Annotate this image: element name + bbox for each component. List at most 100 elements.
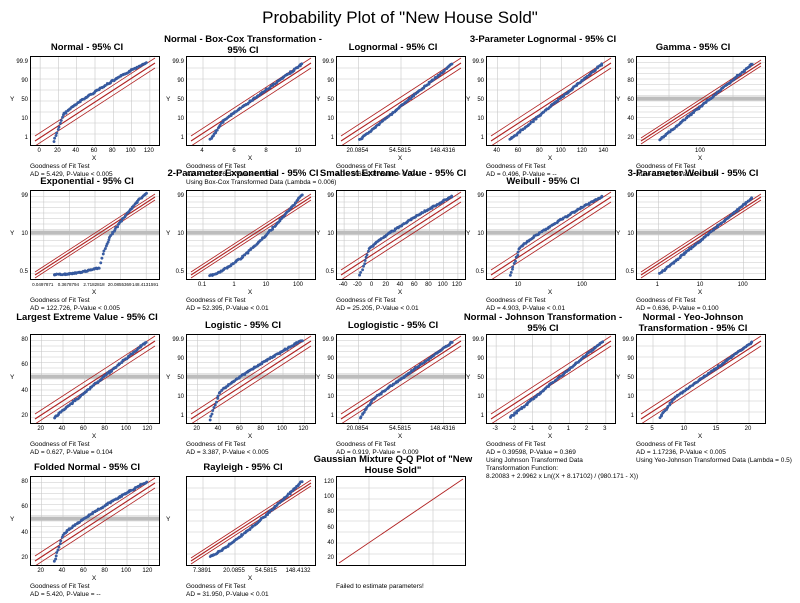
data-point xyxy=(58,542,62,546)
x-tick-label: 120 xyxy=(451,282,462,288)
x-axis-label: X xyxy=(247,575,253,582)
y-tick-label: 10 xyxy=(177,116,184,122)
data-point xyxy=(210,412,214,416)
probability-plot-panel: Normal - Box-Cox Transformation - 95% CI… xyxy=(164,34,336,186)
plot-area xyxy=(486,334,616,424)
ci-line xyxy=(34,199,156,279)
y-tick-label: 80 xyxy=(21,479,28,485)
y-tick-label: 10 xyxy=(477,116,484,122)
gof-line: AD = 3.387, P-Value < 0.005 xyxy=(186,449,269,456)
panel-title: Gaussian Mixture Q-Q Plot of "New House … xyxy=(313,454,473,476)
data-point xyxy=(96,380,100,384)
gof-line: Goodness of Fit Test xyxy=(336,163,396,170)
x-tick-label: 0.0497871 xyxy=(32,282,54,287)
ci-line xyxy=(340,191,462,271)
fit-line xyxy=(640,196,762,276)
panel-title: Normal - Yeo-Johnson Transformation - 95… xyxy=(638,312,748,334)
y-axis-label: Y xyxy=(166,374,171,381)
gof-line: AD = 5.429, P-Value < 0.005 xyxy=(30,171,113,178)
plot-area xyxy=(486,190,616,280)
gof-line: Goodness of Fit Test xyxy=(186,583,246,590)
ci-line xyxy=(490,57,612,137)
grid-band xyxy=(337,374,465,379)
data-point xyxy=(215,400,218,404)
ci-line xyxy=(190,335,312,415)
x-tick-label: 20.0854 xyxy=(346,148,369,154)
gof-line: Goodness of Fit Test xyxy=(486,441,546,448)
y-tick-label: 10 xyxy=(177,231,184,237)
plot-area xyxy=(186,56,316,146)
panel-title: Loglogistic - 95% CI xyxy=(347,320,439,331)
ci-line xyxy=(191,67,312,145)
data-point xyxy=(442,68,446,72)
x-axis-label: X xyxy=(547,155,553,162)
y-axis-label: Y xyxy=(10,374,15,381)
y-tick-label: 60 xyxy=(327,524,334,531)
plot-area xyxy=(636,334,766,424)
y-axis-label: Y xyxy=(10,516,15,523)
x-tick-label: 20 xyxy=(54,148,61,154)
fit-line xyxy=(34,482,156,562)
data-point xyxy=(114,365,118,369)
y-tick-label: 50 xyxy=(477,375,484,381)
gof-line: Goodness of Fit Test xyxy=(186,441,246,448)
y-axis-label: Y xyxy=(316,374,321,381)
x-tick-label: 100 xyxy=(125,148,136,154)
fit-line xyxy=(34,196,156,276)
plot-svg xyxy=(487,335,615,423)
goodness-of-fit-text: Failed to estimate parameters! xyxy=(336,583,424,591)
y-tick-label: 90 xyxy=(627,356,634,362)
probability-plot-panel: Normal - 95% CI 99.9 90 50 10 1 Y 0 20 40 60 80 100 1… xyxy=(10,38,162,178)
probability-plot-panel: Logistic - 95% CI 99.9 90 50 10 1 Y 20 40 60 80 100… xyxy=(166,316,318,456)
gof-line: Goodness of Fit Test xyxy=(636,441,696,448)
goodness-of-fit-text: Goodness of Fit Test AD = 122.726, P-Valu… xyxy=(30,297,120,313)
x-tick-label: 120 xyxy=(576,148,587,154)
ci-line xyxy=(191,345,312,423)
x-tick-label: 54.5815 xyxy=(255,568,277,574)
data-point xyxy=(450,340,454,344)
y-tick-label: 1 xyxy=(330,413,334,419)
y-tick-label: 60 xyxy=(21,362,28,369)
y-axis-label: Y xyxy=(316,230,321,237)
ci-line xyxy=(641,345,762,423)
x-tick-label: 100 xyxy=(120,568,131,574)
x-tick-label: 80 xyxy=(257,426,264,432)
y-tick-label: 1 xyxy=(480,135,484,141)
probability-plot-panel: Normal - Johnson Transformation - 95% CI… xyxy=(464,312,638,480)
data-point xyxy=(208,418,212,422)
data-point xyxy=(514,255,518,259)
x-tick-label: -40 xyxy=(338,282,348,288)
fit-line xyxy=(190,340,312,420)
gof-line: Transformation Function: xyxy=(486,465,559,472)
x-tick-label: 3 xyxy=(603,426,607,432)
ci-line xyxy=(190,199,312,279)
data-point xyxy=(366,249,370,253)
gof-line: AD = 0.496, P-Value = -- xyxy=(486,171,557,178)
gof-line: AD = 0.919, P-Value = 0.009 xyxy=(336,449,419,456)
x-tick-label: 80 xyxy=(425,282,432,288)
data-point xyxy=(55,551,59,554)
fit-line xyxy=(490,196,612,276)
fit-line xyxy=(340,62,462,142)
data-point xyxy=(392,382,396,386)
plot-area xyxy=(186,190,316,280)
gof-line: AD = 0.543, P-Value = 0.184 xyxy=(636,171,719,178)
x-tick-label: 5 xyxy=(650,426,654,432)
data-point xyxy=(300,62,304,66)
x-tick-label: 40 xyxy=(493,148,500,154)
data-point xyxy=(364,255,368,259)
x-axis-label: X xyxy=(547,433,553,440)
x-tick-label: 140 xyxy=(598,148,609,154)
gof-line: AD = 1.17236, P-Value < 0.005 xyxy=(636,449,726,456)
x-axis-label: X xyxy=(91,433,97,440)
x-tick-label: -1 xyxy=(529,426,535,432)
ci-line xyxy=(34,477,156,557)
y-axis-label: Y xyxy=(616,96,621,103)
fit-line xyxy=(190,482,312,562)
y-tick-label: 20 xyxy=(21,413,28,419)
y-tick-label: 1 xyxy=(180,413,184,419)
y-tick-label: 99.9 xyxy=(472,337,484,343)
probability-plot-panel: 2-Parameter Exponential - 95% CI 99 10 0.5 Y… xyxy=(166,168,319,312)
gof-line: AD = 0.39598, P-Value = 0.369 xyxy=(486,449,576,456)
data-point xyxy=(551,380,555,384)
